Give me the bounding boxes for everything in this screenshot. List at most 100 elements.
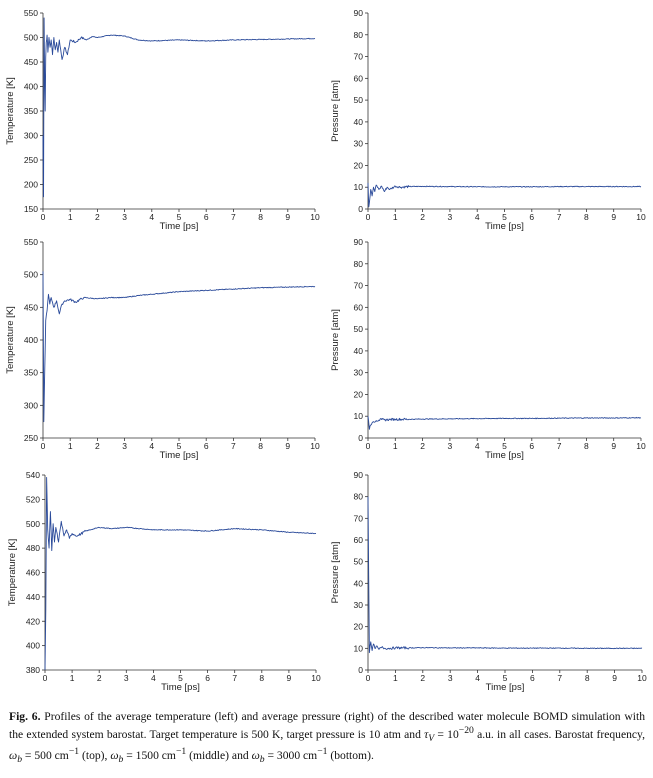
y-tick-label: 0 bbox=[358, 204, 363, 214]
y-tick-label: 50 bbox=[354, 95, 364, 105]
y-tick-label: 250 bbox=[24, 155, 38, 165]
caption-symbol: ω bbox=[251, 749, 260, 763]
y-axis-label: Temperature [K] bbox=[7, 539, 18, 607]
x-tick-label: 4 bbox=[149, 212, 154, 222]
y-axis-label: Temperature [K] bbox=[5, 77, 16, 145]
x-tick-label: 4 bbox=[475, 673, 480, 683]
caption-symbol: V bbox=[428, 732, 435, 744]
panel-bottom-temperature: 380 400 420 440 460 480 500 520 540 0 1 2 3 4 5 6 7 8 9 10 T… bbox=[7, 470, 321, 693]
x-tick-label: 2 bbox=[420, 212, 425, 222]
y-tick-label: 10 bbox=[354, 182, 364, 192]
y-tick-label: 500 bbox=[26, 519, 40, 529]
x-tick-label: 9 bbox=[287, 673, 292, 683]
y-tick-label: 350 bbox=[24, 106, 38, 116]
x-tick-label: 5 bbox=[177, 441, 182, 451]
y-tick-label: 380 bbox=[26, 665, 40, 675]
x-tick-label: 10 bbox=[310, 212, 320, 222]
x-tick-label: 4 bbox=[475, 212, 480, 222]
y-tick-label: 10 bbox=[354, 411, 364, 421]
y-tick-label: 520 bbox=[26, 494, 40, 504]
x-tick-label: 10 bbox=[311, 673, 321, 683]
y-tick-label: 420 bbox=[26, 616, 40, 626]
y-tick-label: 150 bbox=[24, 204, 38, 214]
series-line bbox=[44, 476, 317, 671]
y-axis-label: Pressure [atm] bbox=[330, 542, 341, 604]
caption-symbol: ω bbox=[9, 749, 18, 763]
x-tick-label: 3 bbox=[448, 673, 453, 683]
y-tick-label: 70 bbox=[354, 513, 364, 523]
x-tick-label: 2 bbox=[97, 673, 102, 683]
x-tick-label: 6 bbox=[204, 441, 209, 451]
y-tick-label: 500 bbox=[24, 270, 38, 280]
x-tick-label: 2 bbox=[95, 441, 100, 451]
y-tick-label: 400 bbox=[24, 82, 38, 92]
x-tick-label: 6 bbox=[529, 441, 534, 451]
x-axis-label: Time [ps] bbox=[485, 450, 524, 461]
y-tick-label: 40 bbox=[354, 346, 364, 356]
caption-text: (top), bbox=[79, 749, 111, 763]
x-tick-label: 7 bbox=[557, 673, 562, 683]
x-tick-label: 1 bbox=[68, 212, 73, 222]
x-tick-label: 8 bbox=[584, 212, 589, 222]
y-tick-label: 200 bbox=[24, 180, 38, 190]
panel-middle-pressure: 0 10 20 30 40 50 60 70 80 90 0 1 2 3 4 5 6 7 8 9 10 Time [ps]… bbox=[330, 237, 646, 461]
y-tick-label: 480 bbox=[26, 543, 40, 553]
caption-text: (middle) and bbox=[186, 749, 252, 763]
caption-symbol: b bbox=[259, 754, 265, 766]
x-tick-label: 6 bbox=[204, 212, 209, 222]
x-tick-label: 7 bbox=[557, 212, 562, 222]
y-tick-label: 550 bbox=[24, 8, 38, 18]
caption-text: Profiles of the average temperature (lef… bbox=[9, 710, 645, 741]
x-tick-label: 1 bbox=[70, 673, 75, 683]
y-tick-label: 30 bbox=[354, 600, 364, 610]
x-tick-label: 10 bbox=[310, 441, 320, 451]
caption-text: a.u. in all cases. Barostat frequency, bbox=[473, 727, 645, 741]
y-tick-label: 60 bbox=[354, 302, 364, 312]
y-tick-label: 70 bbox=[354, 281, 364, 291]
y-tick-label: 10 bbox=[354, 643, 364, 653]
x-tick-label: 0 bbox=[41, 441, 46, 451]
x-tick-label: 8 bbox=[585, 673, 590, 683]
caption-text: (bottom). bbox=[327, 749, 374, 763]
x-tick-label: 5 bbox=[177, 212, 182, 222]
x-axis-label: Time [ps] bbox=[486, 682, 525, 693]
series-line bbox=[367, 496, 643, 654]
y-tick-label: 350 bbox=[24, 368, 38, 378]
y-tick-label: 50 bbox=[354, 324, 364, 334]
y-tick-label: 70 bbox=[354, 52, 364, 62]
caption-text: = 1500 cm bbox=[123, 749, 176, 763]
x-tick-label: 6 bbox=[205, 673, 210, 683]
y-tick-label: 20 bbox=[354, 389, 364, 399]
y-tick-label: 90 bbox=[354, 237, 364, 247]
x-tick-label: 7 bbox=[231, 441, 236, 451]
x-tick-label: 10 bbox=[636, 212, 646, 222]
y-tick-label: 460 bbox=[26, 568, 40, 578]
x-tick-label: 3 bbox=[124, 673, 129, 683]
x-tick-label: 2 bbox=[420, 441, 425, 451]
caption-text: −20 bbox=[458, 724, 474, 736]
y-tick-label: 450 bbox=[24, 302, 38, 312]
x-tick-label: 0 bbox=[43, 673, 48, 683]
y-tick-label: 400 bbox=[26, 641, 40, 651]
y-tick-label: 60 bbox=[354, 73, 364, 83]
x-tick-label: 1 bbox=[393, 673, 398, 683]
x-tick-label: 3 bbox=[122, 441, 127, 451]
x-axis-label: Time [ps] bbox=[161, 682, 200, 693]
figure-caption: Fig. 6. Profiles of the average temperat… bbox=[9, 710, 645, 767]
series-line bbox=[42, 271, 316, 423]
y-tick-label: 40 bbox=[354, 578, 364, 588]
x-tick-label: 4 bbox=[149, 441, 154, 451]
x-tick-label: 7 bbox=[557, 441, 562, 451]
x-tick-label: 5 bbox=[178, 673, 183, 683]
y-tick-label: 30 bbox=[354, 368, 364, 378]
y-tick-label: 550 bbox=[24, 237, 38, 247]
series-line bbox=[367, 416, 642, 430]
x-tick-label: 4 bbox=[475, 441, 480, 451]
y-tick-label: 20 bbox=[354, 622, 364, 632]
x-tick-label: 8 bbox=[258, 212, 263, 222]
y-axis-label: Pressure [atm] bbox=[330, 309, 341, 371]
x-tick-label: 4 bbox=[151, 673, 156, 683]
panel-top-temperature: 150 200 250 300 350 400 450 500 550 0 1 2 3 4 5 6 7 8 9 10 T… bbox=[5, 8, 320, 232]
x-tick-label: 0 bbox=[366, 673, 371, 683]
x-tick-label: 8 bbox=[584, 441, 589, 451]
